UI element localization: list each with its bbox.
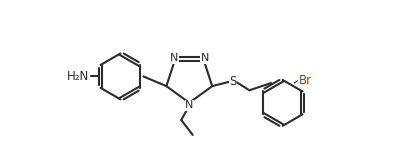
Text: N: N [200, 53, 209, 63]
Text: N: N [185, 100, 193, 110]
Text: Br: Br [299, 74, 312, 87]
Text: N: N [170, 53, 178, 63]
Text: S: S [229, 75, 237, 88]
Text: H₂N: H₂N [67, 70, 90, 83]
